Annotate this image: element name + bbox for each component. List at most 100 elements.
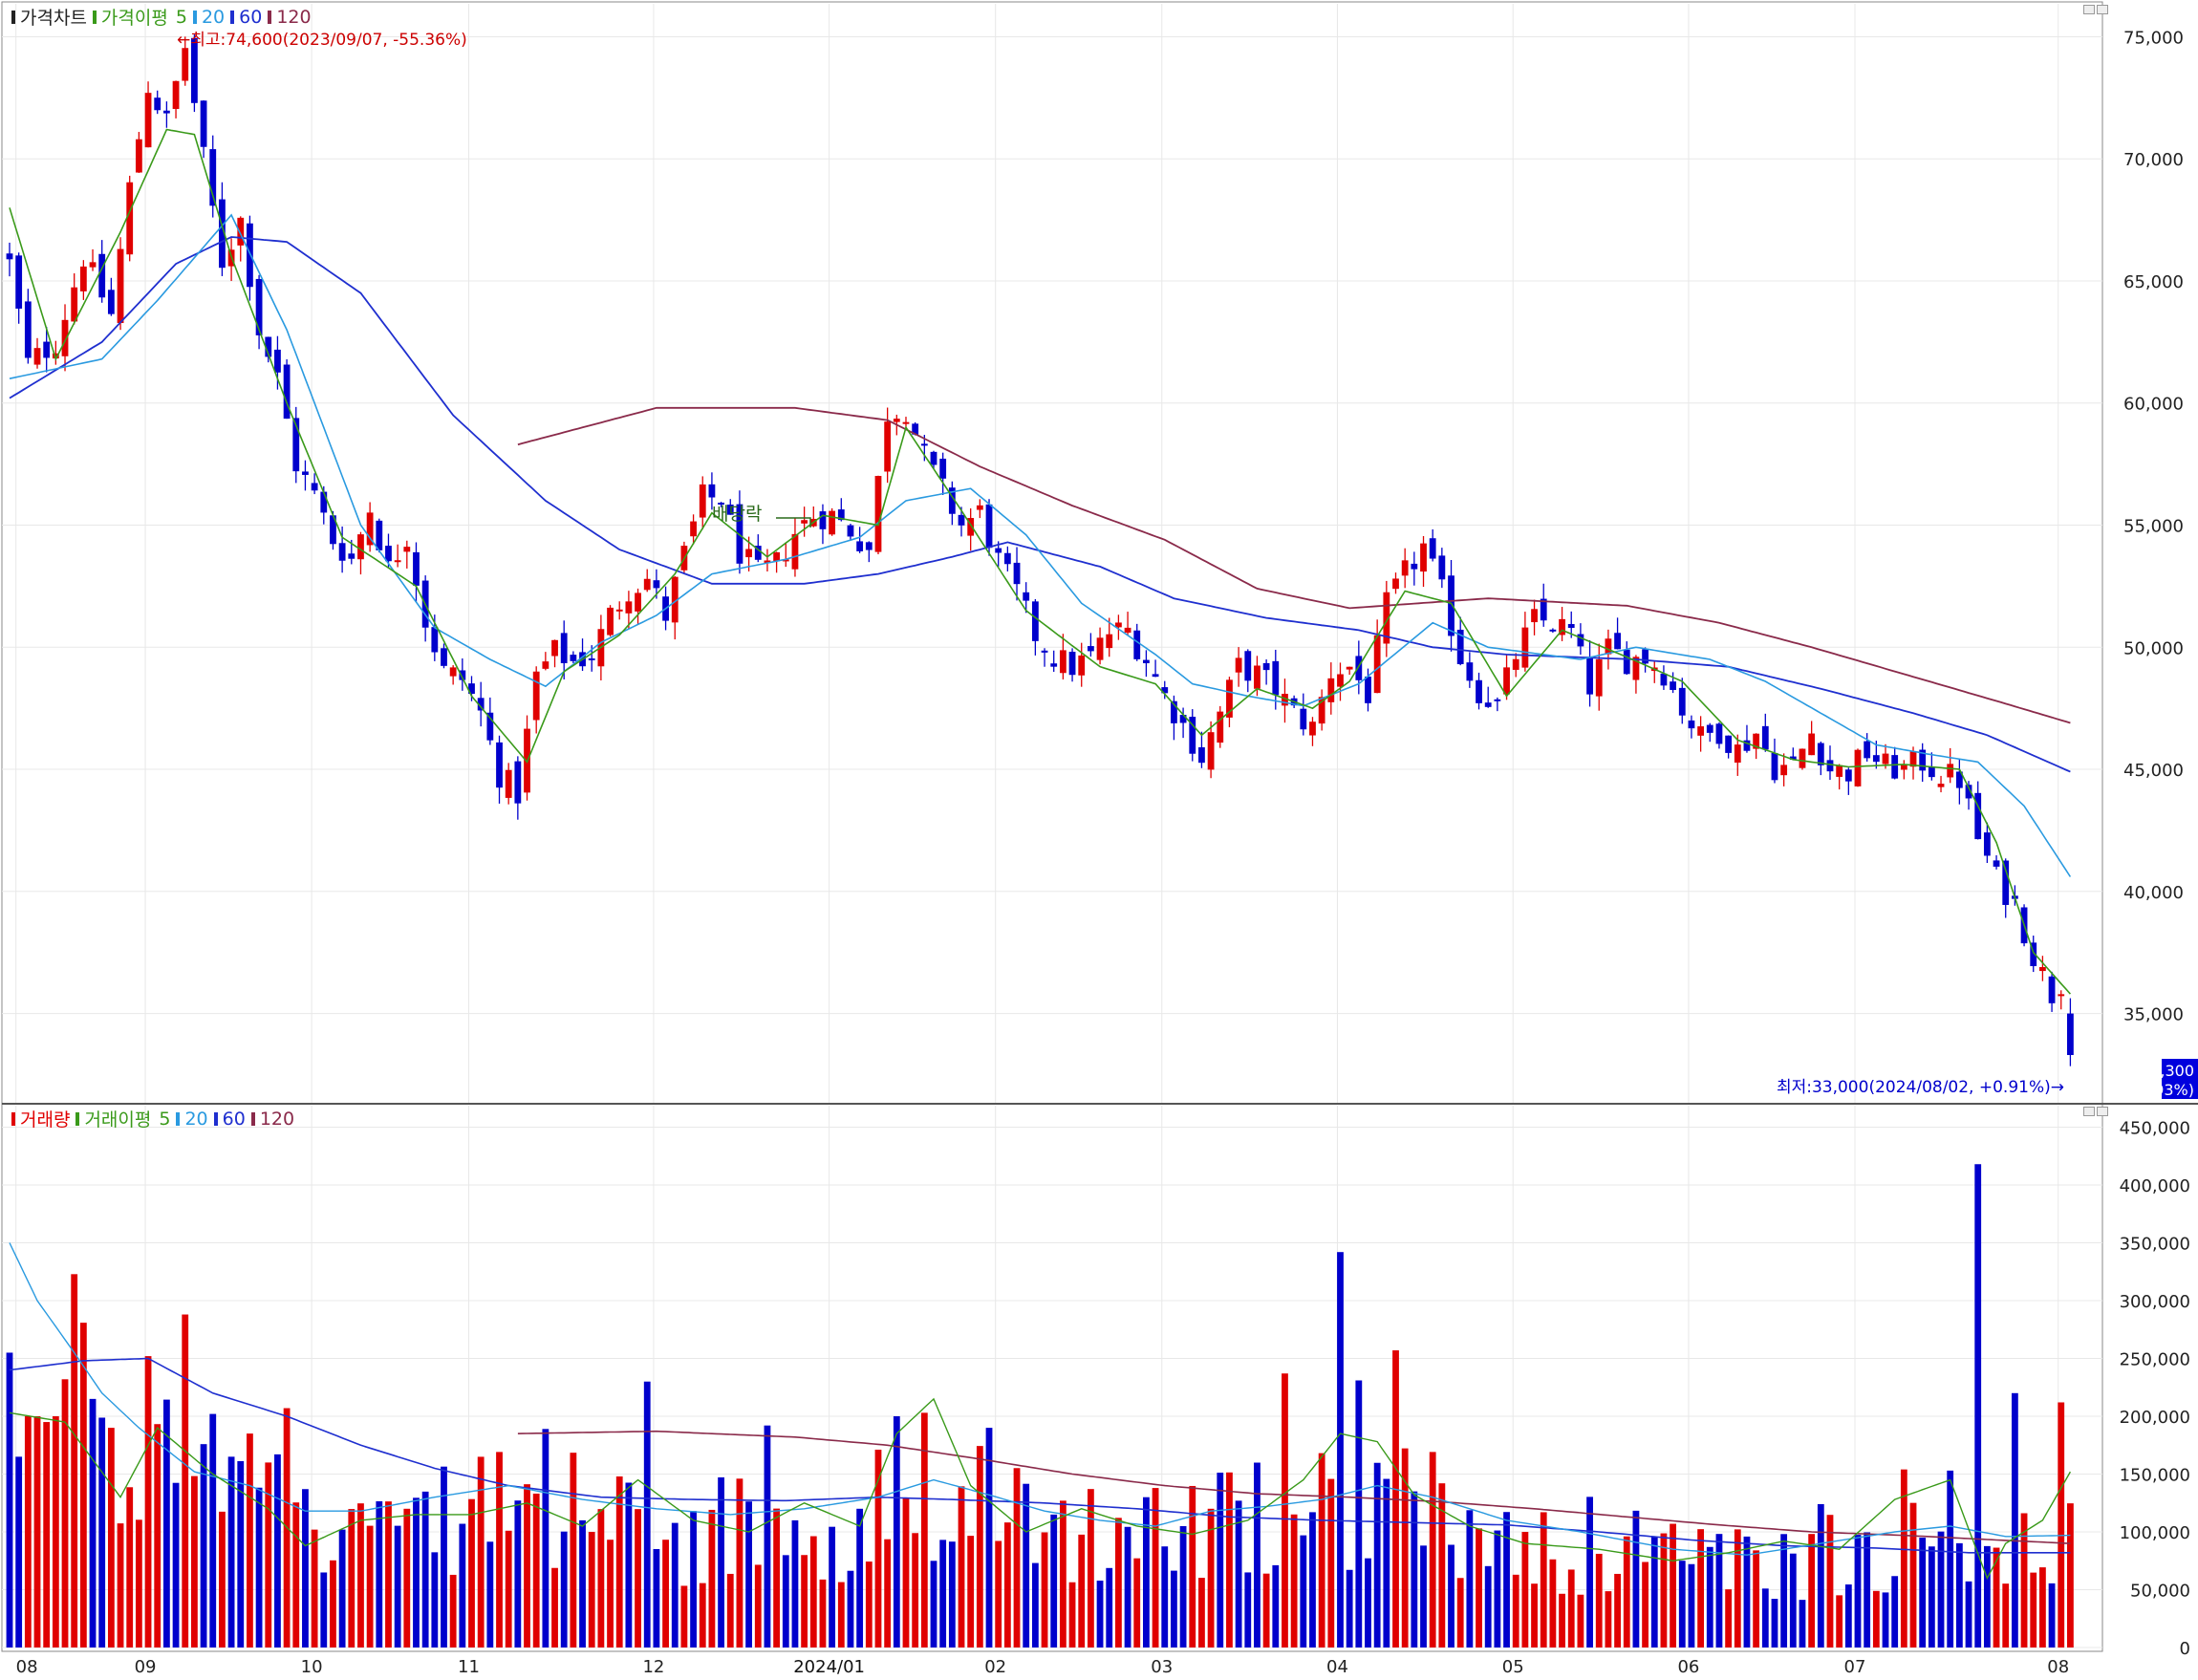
- volume-panel-maximize-button[interactable]: [2097, 1107, 2108, 1116]
- volume-bar: [976, 1446, 983, 1648]
- volume-bar: [560, 1531, 568, 1648]
- ma60-legend-marker: [230, 10, 235, 24]
- candle-body: [967, 518, 975, 536]
- volume-bar: [1780, 1534, 1788, 1648]
- volume-bar: [1152, 1488, 1159, 1648]
- candle-body: [1383, 592, 1390, 644]
- candle-body: [1476, 679, 1482, 703]
- candle-body: [1660, 673, 1668, 686]
- volume-bar: [394, 1525, 401, 1648]
- volume-bar: [1900, 1469, 1907, 1648]
- candle-body: [1466, 662, 1474, 681]
- volume-y-tick: 200,000: [2120, 1408, 2190, 1428]
- volume-bar: [1179, 1525, 1187, 1648]
- volume-bar: [912, 1533, 919, 1648]
- candle-body: [699, 484, 706, 518]
- candle-body: [1087, 646, 1094, 652]
- candle-body: [1244, 651, 1252, 681]
- candle-body: [366, 512, 374, 546]
- volume-bar: [1623, 1536, 1630, 1648]
- candle-body: [162, 110, 170, 114]
- candle-body: [1106, 634, 1113, 649]
- volume-bar: [1559, 1593, 1565, 1648]
- candle-body: [1484, 702, 1492, 707]
- candle-body: [1789, 756, 1797, 760]
- candle-body: [292, 418, 300, 472]
- candle-body: [1189, 717, 1196, 754]
- volume-bar: [1484, 1565, 1492, 1648]
- volume-bar: [1891, 1576, 1899, 1648]
- volume-bar: [1503, 1512, 1510, 1648]
- candle-body: [560, 633, 568, 663]
- candle-body: [1133, 630, 1141, 659]
- volume-bar: [1531, 1583, 1538, 1648]
- candle-body: [865, 542, 873, 550]
- x-tick-label: 03: [1151, 1657, 1173, 1677]
- volume-bar: [1309, 1512, 1316, 1648]
- volume-bar: [1096, 1581, 1104, 1648]
- candle-body: [1161, 687, 1169, 694]
- volume-bar: [745, 1501, 752, 1648]
- candle-body: [376, 520, 383, 550]
- candle-body: [1725, 735, 1733, 753]
- volume-bar: [893, 1416, 900, 1648]
- ex-dividend-marker: [776, 517, 811, 528]
- candle-body: [1549, 629, 1557, 632]
- candle-body: [948, 487, 956, 514]
- volume-bar: [79, 1323, 87, 1648]
- volume-bar: [1282, 1373, 1288, 1648]
- volume-bar: [967, 1536, 975, 1648]
- volume-bar: [791, 1519, 799, 1648]
- volume-bar: [237, 1461, 245, 1648]
- volume-bar: [265, 1462, 272, 1648]
- volume-bar: [52, 1416, 59, 1648]
- price-panel-maximize-button[interactable]: [2097, 5, 2108, 14]
- x-tick-label: 04: [1326, 1657, 1348, 1677]
- x-tick-label: 06: [1677, 1657, 1699, 1677]
- ma120-legend: 120: [276, 6, 312, 28]
- volume-bar: [1955, 1542, 1963, 1648]
- candle-body: [1614, 633, 1621, 650]
- volume-bar: [1420, 1545, 1427, 1648]
- volume-bar: [1300, 1535, 1307, 1648]
- volume-bar: [2048, 1583, 2056, 1648]
- volume-bar: [274, 1454, 281, 1648]
- volume-legend: 거래량 거래이평 5 20 60 120: [8, 1106, 294, 1131]
- volume-y-tick: 450,000: [2120, 1119, 2190, 1139]
- candle-body: [690, 521, 697, 537]
- candle-body: [24, 301, 32, 358]
- volume-bar: [902, 1497, 910, 1648]
- volume-bar: [486, 1541, 494, 1648]
- high-annotation: ←최고:74,600(2023/09/07, -55.36%): [177, 31, 467, 50]
- volume-bar: [441, 1466, 447, 1648]
- volume-bar: [348, 1509, 356, 1648]
- volume-bar: [1226, 1472, 1233, 1648]
- volume-bar: [930, 1561, 937, 1648]
- price-panel-minimize-button[interactable]: [2083, 5, 2095, 14]
- volume-bar: [1826, 1515, 1834, 1648]
- volume-bar: [1567, 1569, 1575, 1648]
- volume-bar: [1799, 1600, 1806, 1648]
- candle-body: [394, 560, 401, 563]
- volume-bar: [532, 1493, 540, 1648]
- candle-body: [1817, 743, 1824, 765]
- candle-body: [330, 515, 336, 545]
- volume-y-tick: 100,000: [2120, 1523, 2190, 1543]
- volume-bar: [1189, 1485, 1196, 1648]
- volume-bar: [542, 1429, 550, 1648]
- candle-body: [1909, 751, 1917, 767]
- candle-body: [496, 742, 503, 788]
- candle-body: [837, 509, 845, 521]
- volume-bar: [162, 1399, 170, 1648]
- volume-y-tick: 400,000: [2120, 1176, 2190, 1196]
- candle-body: [15, 255, 23, 309]
- volume-bar: [1106, 1567, 1113, 1648]
- volume-bar: [1254, 1462, 1261, 1648]
- price-y-tick: 65,000: [2123, 272, 2184, 292]
- candle-body: [1706, 724, 1713, 733]
- volume-bar: [1401, 1448, 1409, 1648]
- volume-bar: [856, 1508, 864, 1648]
- volume-panel-minimize-button[interactable]: [2083, 1107, 2095, 1116]
- candle-body: [2058, 994, 2065, 997]
